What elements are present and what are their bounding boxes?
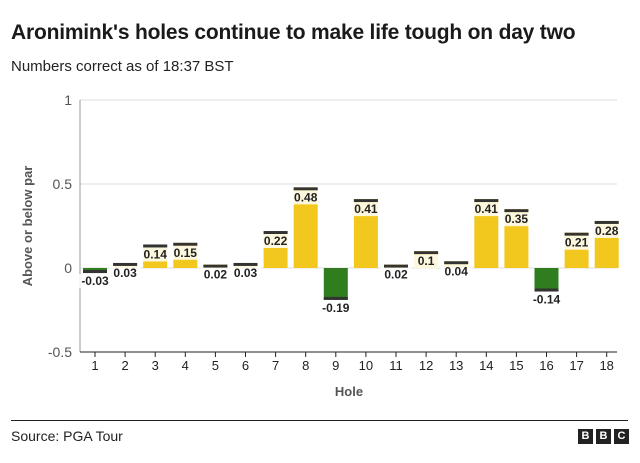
footer-divider <box>11 420 628 421</box>
x-tick-label: 13 <box>449 358 463 373</box>
data-label-bg <box>413 254 439 269</box>
data-label-bg <box>229 265 262 280</box>
x-tick-label: 9 <box>332 358 339 373</box>
data-label-bg <box>350 202 382 217</box>
y-tick-label: 1 <box>64 92 72 108</box>
data-label-bg <box>289 190 322 205</box>
bar-cap <box>143 244 168 248</box>
x-tick-label: 18 <box>599 358 613 373</box>
bar-cap <box>203 264 228 268</box>
data-label: 0.15 <box>174 246 198 260</box>
data-label: 0.21 <box>565 236 589 250</box>
bar-cap <box>504 209 529 213</box>
x-axis-title: Hole <box>335 384 363 399</box>
bar-cap <box>534 288 559 292</box>
chart-subtitle: Numbers correct as of 18:37 BST <box>11 58 234 75</box>
data-label: 0.03 <box>234 266 258 280</box>
data-label: 0.48 <box>294 190 318 204</box>
data-label: -0.14 <box>533 293 561 307</box>
bar-cap <box>113 262 138 266</box>
data-label: -0.03 <box>81 274 109 288</box>
logo-letter: B <box>578 429 593 444</box>
data-label: 0.1 <box>418 254 435 268</box>
x-tick-label: 1 <box>91 358 98 373</box>
data-label: 0.14 <box>144 247 168 261</box>
x-tick-label: 3 <box>152 358 159 373</box>
chart-title: Aronimink's holes continue to make life … <box>11 21 576 44</box>
data-label: 0.02 <box>204 268 228 282</box>
data-label-bg <box>500 212 533 227</box>
bar-cap <box>233 262 258 266</box>
x-tick-label: 11 <box>389 358 403 373</box>
data-labels: -0.03 0.03 0.14 0.15 0.02 0.03 0.22 0.48 -0.19 0.… <box>75 190 623 315</box>
data-label: -0.19 <box>322 301 350 315</box>
bar-cap <box>384 264 408 268</box>
data-label-bg <box>109 265 141 280</box>
x-tick-label: 8 <box>302 358 309 373</box>
y-tick-label: -0.5 <box>48 344 72 360</box>
bar-cap <box>83 270 107 274</box>
data-label: 0.41 <box>475 202 499 216</box>
data-label-bg <box>470 202 503 217</box>
data-label: 0.03 <box>113 266 137 280</box>
bar-cap <box>323 296 348 300</box>
x-tick-label: 2 <box>121 358 128 373</box>
bar-cap <box>594 220 619 224</box>
bar-cap <box>173 242 198 246</box>
data-label-bg <box>527 292 566 307</box>
bbc-logo: B B C <box>578 429 629 444</box>
bar-cap <box>353 199 378 203</box>
logo-letter: B <box>596 429 611 444</box>
data-label-bg <box>199 267 232 282</box>
data-label: 0.35 <box>505 212 529 226</box>
y-axis-title: Above or below par <box>20 166 35 287</box>
bar-cap <box>564 232 589 236</box>
y-tick-label: 0 <box>64 260 72 276</box>
data-label: 0.22 <box>264 234 288 248</box>
bar-cap <box>444 261 469 265</box>
data-label-bg <box>380 267 412 282</box>
gridlines <box>80 99 617 269</box>
data-label-bg <box>139 247 172 262</box>
x-tick-label: 16 <box>539 358 553 373</box>
data-label: 0.02 <box>384 268 408 282</box>
bar <box>323 268 348 300</box>
x-tick-label: 7 <box>272 358 279 373</box>
source-note: Source: PGA Tour <box>11 428 123 444</box>
data-label-bg <box>169 245 202 260</box>
x-tick-label: 17 <box>569 358 583 373</box>
x-tick-label: 12 <box>419 358 433 373</box>
bar-cap <box>263 231 288 235</box>
x-tick-label: 10 <box>359 358 373 373</box>
x-tick-label: 4 <box>182 358 189 373</box>
data-label: 0.04 <box>445 264 469 278</box>
y-tick-label: 0.5 <box>53 176 73 192</box>
data-label-bg <box>440 264 473 279</box>
data-label: 0.41 <box>354 202 378 216</box>
bar-cap <box>293 187 318 191</box>
bar-cap <box>474 199 499 203</box>
bar <box>534 268 559 292</box>
data-label-bg <box>590 223 623 238</box>
x-tick-label: 14 <box>479 358 493 373</box>
bar-cap <box>414 251 439 255</box>
x-tick-label: 6 <box>242 358 249 373</box>
data-label: 0.28 <box>595 224 619 238</box>
data-label-bg <box>259 234 292 249</box>
logo-letter: C <box>614 429 629 444</box>
x-tick-label: 5 <box>212 358 219 373</box>
data-label-bg <box>560 235 593 250</box>
data-label-bg <box>316 300 356 315</box>
data-label-bg <box>75 274 115 289</box>
x-tick-label: 15 <box>509 358 523 373</box>
